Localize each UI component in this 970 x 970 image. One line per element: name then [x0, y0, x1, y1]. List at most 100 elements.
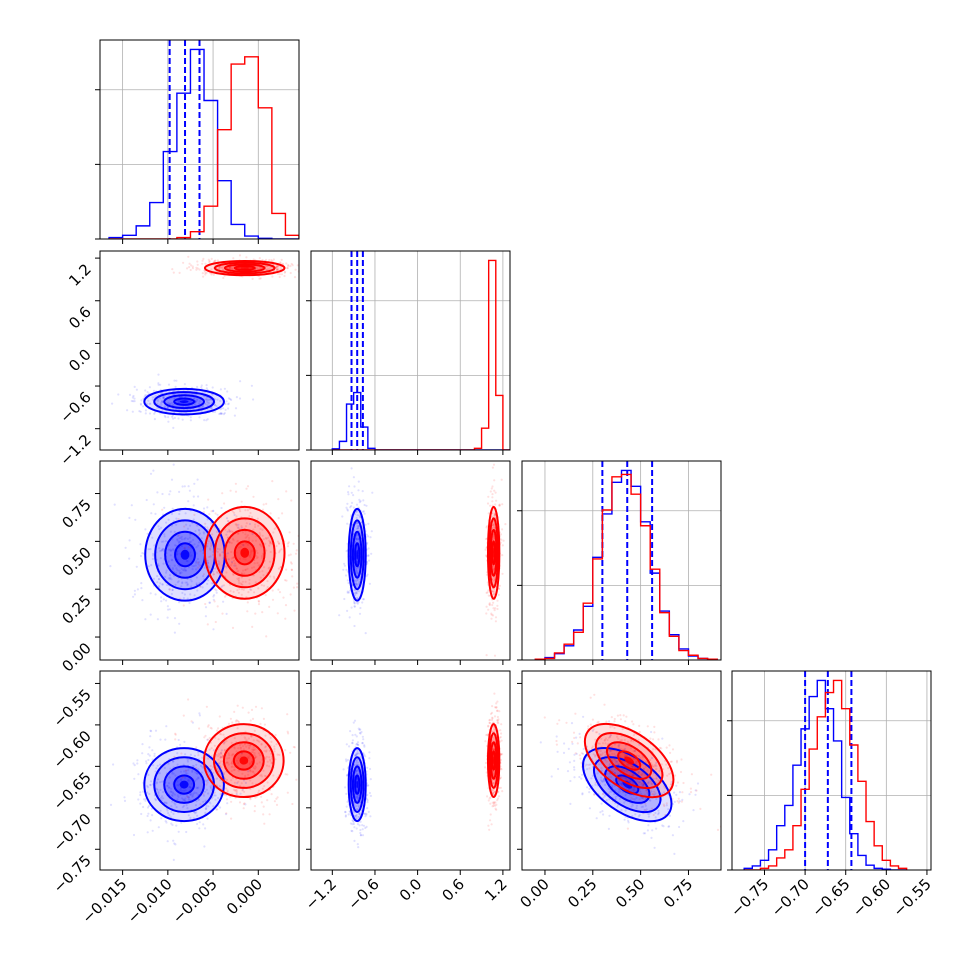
scatter-point [203, 532, 206, 535]
scatter-point [359, 606, 362, 610]
scatter-point [206, 542, 209, 545]
scatter-point [494, 807, 497, 810]
scatter-point [206, 526, 209, 529]
scatter-point [174, 803, 177, 806]
scatter-point [229, 589, 232, 593]
scatter-point [274, 733, 277, 737]
scatter-point [154, 593, 157, 596]
scatter-point [268, 566, 271, 569]
scatter-point [630, 765, 633, 768]
scatter-point [237, 757, 240, 760]
scatter-point [574, 712, 577, 715]
scatter-point [616, 772, 619, 776]
scatter-point [286, 542, 289, 545]
scatter-point [156, 788, 159, 792]
scatter-point [364, 826, 367, 830]
scatter-point [152, 552, 155, 555]
scatter-point [602, 778, 605, 781]
scatter-point [355, 752, 358, 755]
scatter-point [243, 736, 246, 739]
scatter-point [488, 828, 491, 831]
scatter-point [247, 747, 251, 750]
scatter-point [621, 728, 624, 731]
scatter-point [587, 763, 590, 767]
scatter-point [677, 797, 680, 800]
scatter-point [346, 590, 349, 593]
scatter-point [642, 784, 645, 787]
scatter-point [251, 550, 254, 553]
scatter-point [555, 735, 558, 738]
scatter-point [208, 601, 212, 604]
scatter-point [216, 547, 219, 550]
scatter-point [613, 772, 616, 775]
scatter-point [158, 577, 161, 581]
scatter-point [176, 534, 179, 538]
scatter-point [296, 586, 299, 589]
scatter-point [189, 419, 192, 422]
scatter-point [215, 808, 218, 811]
scatter-point [197, 798, 200, 801]
scatter-point [260, 801, 263, 804]
scatter-point [187, 698, 190, 701]
scatter-point [621, 776, 624, 779]
scatter-point [188, 786, 191, 789]
scatter-point [275, 803, 279, 807]
scatter-point [665, 804, 668, 807]
scatter-point [356, 749, 359, 753]
scatter-point [199, 764, 203, 768]
scatter-point [217, 267, 220, 270]
scatter-point [275, 265, 278, 269]
scatter-point [368, 751, 371, 754]
scatter-point [492, 591, 495, 594]
scatter-point [346, 609, 349, 613]
scatter-point [147, 753, 150, 756]
scatter-point [261, 787, 264, 790]
scatter-point [498, 584, 501, 587]
scatter-point [263, 749, 266, 753]
scatter-point [596, 772, 599, 775]
scatter-point [174, 583, 177, 586]
scatter-point [232, 590, 235, 594]
scatter-point [234, 720, 238, 723]
scatter-point [485, 554, 488, 557]
scatter-point [163, 414, 166, 417]
scatter-point [363, 812, 367, 815]
scatter-point [632, 740, 635, 743]
scatter-point [199, 803, 202, 806]
scatter-point [195, 561, 198, 564]
scatter-point [160, 400, 164, 403]
scatter-point [242, 557, 245, 560]
scatter-point [165, 821, 168, 824]
scatter-point [154, 797, 157, 801]
scatter-point [242, 779, 246, 782]
scatter-point [357, 743, 360, 747]
scatter-point [237, 769, 240, 772]
scatter-point [228, 528, 231, 532]
scatter-point [354, 753, 357, 757]
scatter-point [262, 538, 265, 541]
scatter-point [237, 578, 240, 581]
scatter-point [242, 588, 245, 591]
scatter-point [131, 396, 134, 399]
scatter-point [173, 379, 176, 382]
scatter-point [601, 793, 605, 796]
scatter-point [497, 718, 500, 721]
scatter-point [660, 792, 664, 795]
scatter-point [171, 415, 174, 418]
scatter-point [487, 724, 490, 727]
scatter-point [207, 724, 210, 727]
scatter-point [175, 553, 179, 556]
scatter-point [167, 608, 170, 611]
scatter-point [178, 512, 181, 516]
scatter-point [240, 588, 243, 591]
scatter-point [156, 407, 159, 410]
scatter-point [620, 809, 623, 812]
scatter-point [657, 809, 660, 812]
scatter-point [196, 772, 199, 775]
scatter-point [230, 398, 233, 401]
scatter-point [202, 531, 205, 534]
scatter-point [167, 786, 170, 789]
scatter-point [492, 463, 496, 466]
scatter-point [240, 583, 243, 586]
scatter-point [485, 654, 488, 657]
